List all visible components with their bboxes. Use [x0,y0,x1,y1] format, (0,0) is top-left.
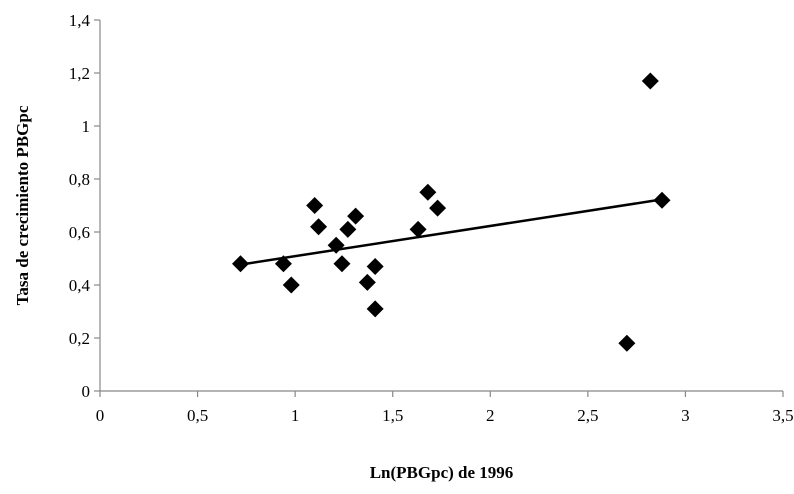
data-point [366,257,384,275]
data-point [409,220,427,238]
data-point [282,276,300,294]
y-tick-label: 1,4 [69,11,91,30]
x-tick-label: 2,5 [577,406,598,425]
data-point [618,334,636,352]
y-tick-label: 1,2 [69,64,90,83]
x-tick-label: 3,5 [772,406,793,425]
data-point [327,236,345,254]
y-axis-title: Tasa de crecimiento PBGpc [13,105,32,305]
data-point [641,72,659,90]
x-tick-label: 3 [681,406,690,425]
data-point [366,300,384,318]
y-tick-label: 0,2 [69,329,90,348]
y-tick-label: 0,4 [69,276,91,295]
data-point [310,218,328,236]
data-point [347,207,365,225]
data-point [358,273,376,291]
data-point [419,183,437,201]
x-tick-label: 1,5 [382,406,403,425]
data-point [232,255,250,273]
y-tick-label: 0,8 [69,170,90,189]
x-axis-title: Ln(PBGpc) de 1996 [370,463,514,482]
trendline-group [240,198,663,266]
data-point [274,255,292,273]
data-point [653,191,671,209]
x-tick-label: 0,5 [187,406,208,425]
y-tick-label: 0,6 [69,223,90,242]
tick-labels: 0 0,5 1 1,5 2 2,5 3 3,5 0 0,2 0,4 0,6 0,8 1 1,2 1,4 [69,11,794,425]
data-point [306,197,324,214]
y-tick-label: 0 [82,382,91,401]
trendline [240,198,663,266]
tick-marks [94,19,784,397]
data-point [429,199,447,217]
x-tick-label: 2 [486,406,495,425]
data-points [232,72,671,352]
data-point [339,220,357,238]
y-tick-label: 1 [82,117,91,136]
x-tick-label: 0 [96,406,105,425]
x-tick-label: 1 [291,406,300,425]
data-point [333,255,351,273]
axes [99,20,783,392]
